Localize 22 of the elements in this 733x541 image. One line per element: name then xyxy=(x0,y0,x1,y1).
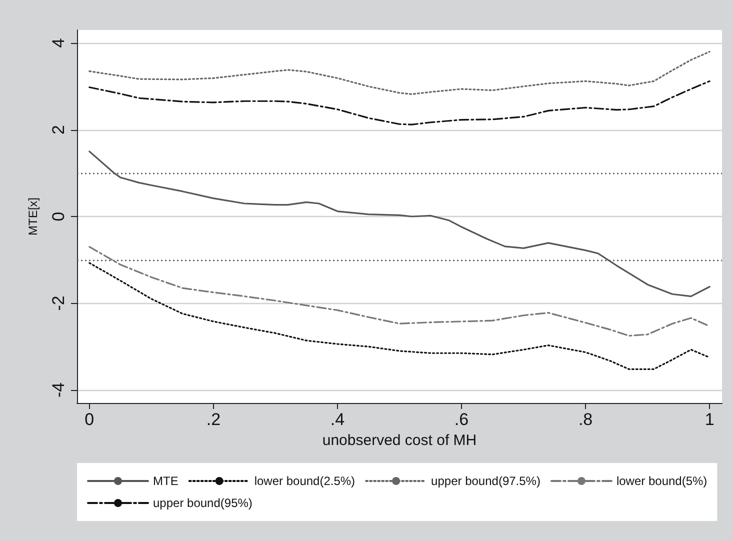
legend-label: upper bound(95%) xyxy=(153,496,252,510)
x-tick-label: 0 xyxy=(84,410,94,429)
line-series xyxy=(88,50,710,95)
x-tick-label: .8 xyxy=(578,410,593,429)
y-tick-label: 4 xyxy=(49,38,68,48)
y-tick-label: -4 xyxy=(49,382,68,398)
x-tick-label: .2 xyxy=(206,410,221,429)
legend-label: MTE xyxy=(153,474,178,488)
x-tick-label: 1 xyxy=(704,410,714,429)
line-series xyxy=(88,246,710,337)
x-tick-label: .4 xyxy=(330,410,345,429)
y-axis-title: MTE[x] xyxy=(26,198,40,236)
line-series xyxy=(88,262,710,370)
legend-label: upper bound(97.5%) xyxy=(431,474,540,488)
x-tick-label: .6 xyxy=(454,410,469,429)
x-axis-title: unobserved cost of MH xyxy=(322,432,477,449)
y-tick-label: -2 xyxy=(49,296,68,311)
y-tick-label: 2 xyxy=(49,125,68,134)
legend-label: lower bound(2.5%) xyxy=(254,474,356,488)
line-series xyxy=(88,80,710,126)
y-tick-label: 0 xyxy=(49,212,68,222)
legend-label: lower bound(5%) xyxy=(616,474,708,488)
